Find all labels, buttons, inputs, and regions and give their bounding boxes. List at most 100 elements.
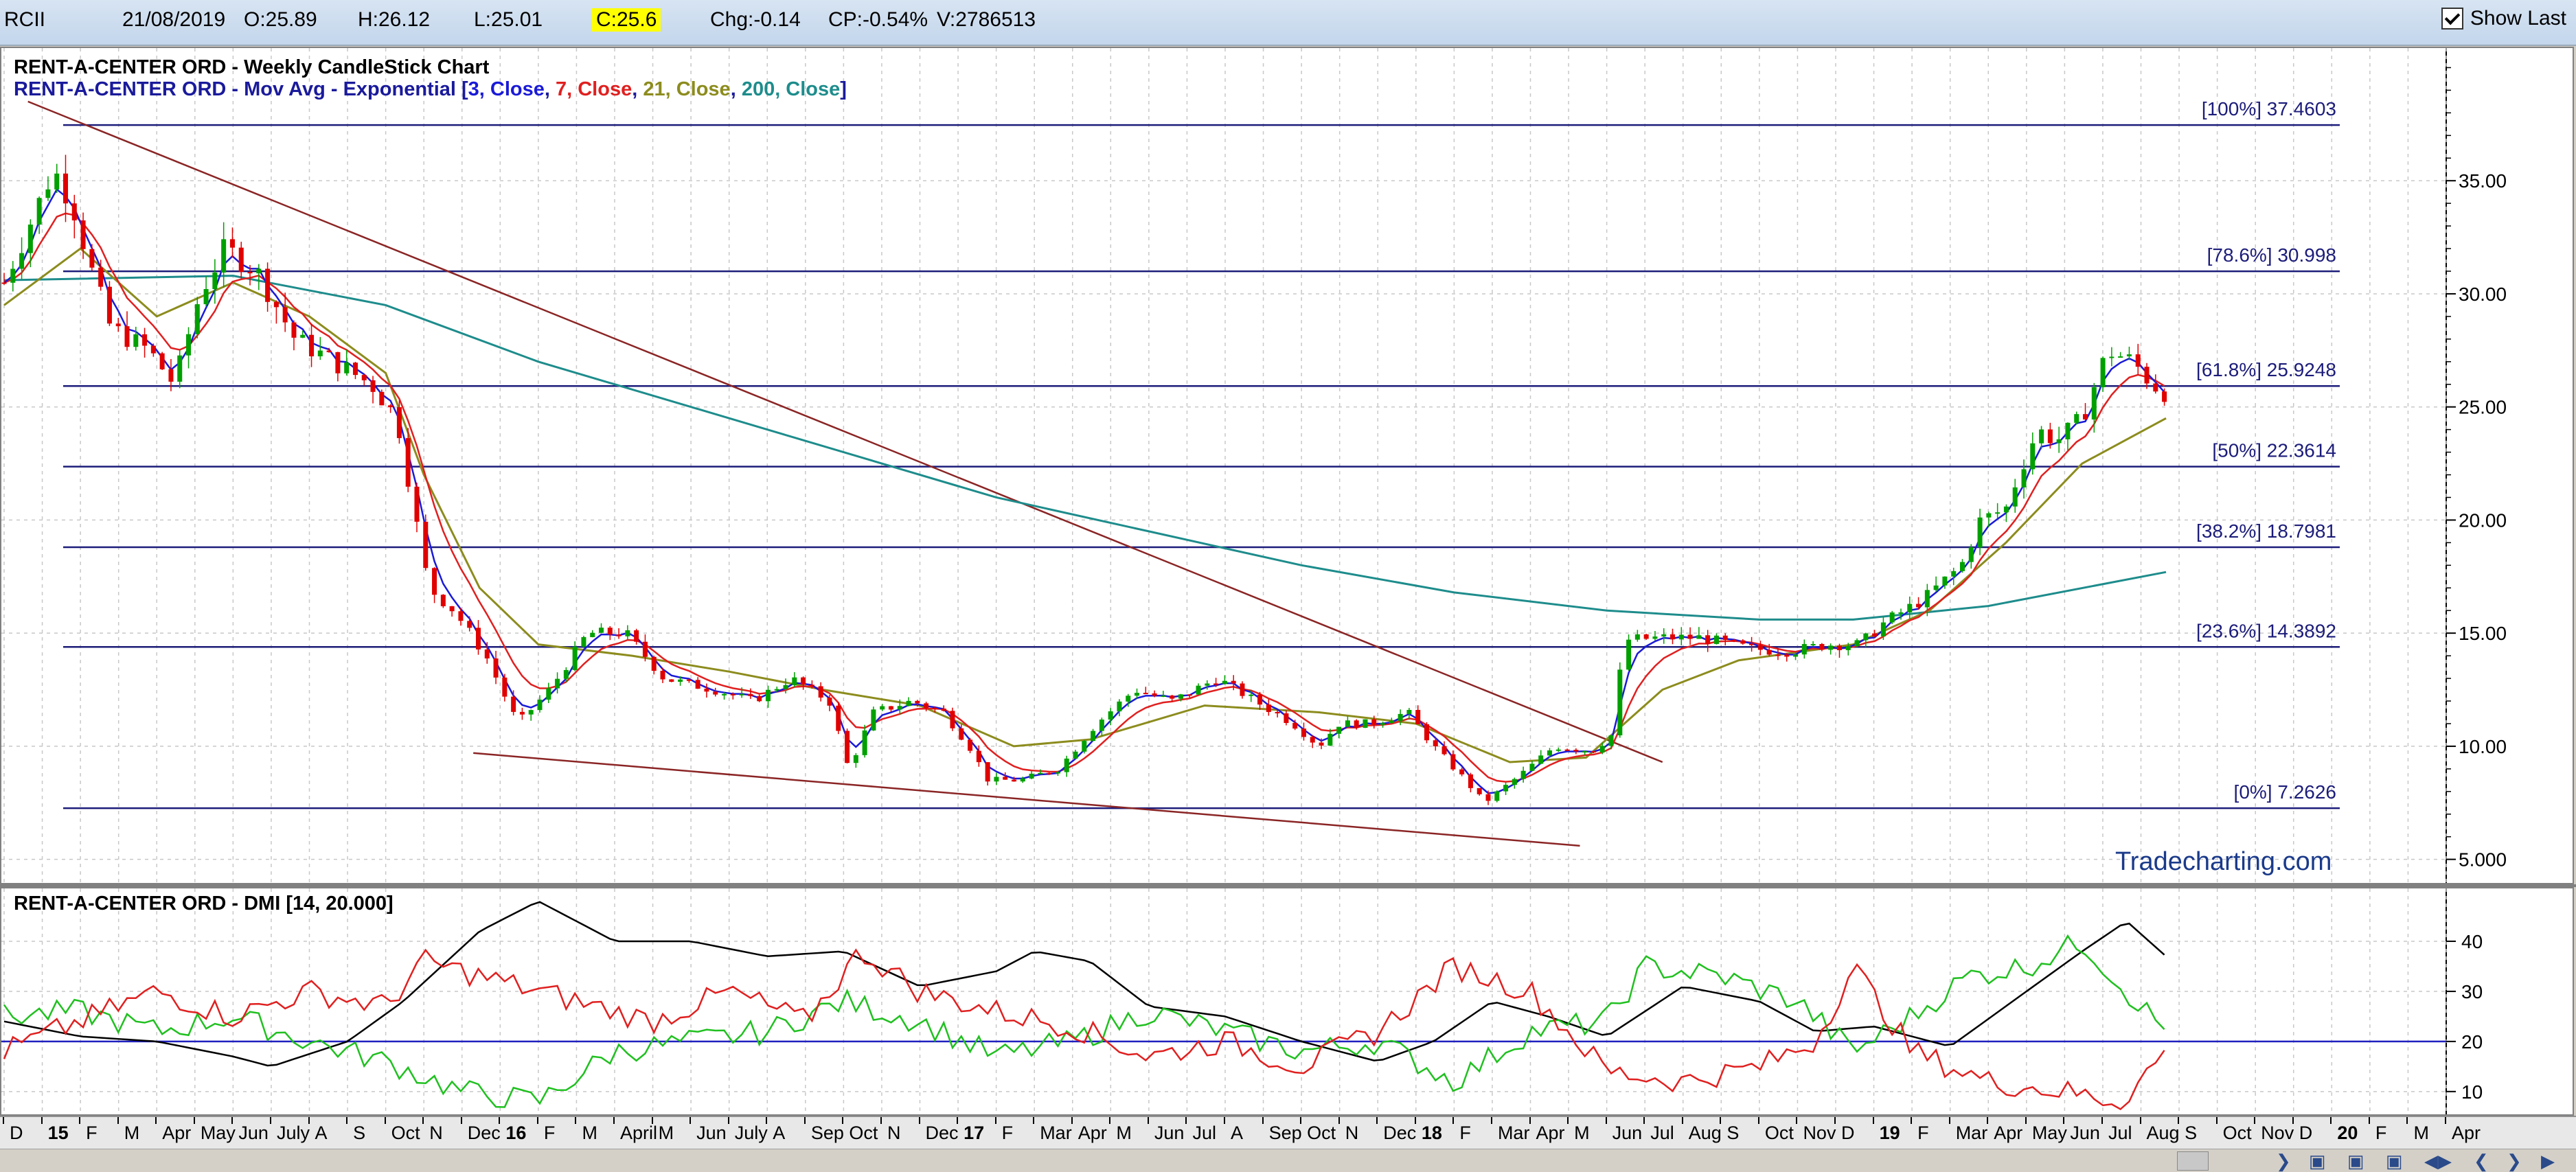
dmi-y-label-0: 10 xyxy=(2461,1081,2483,1103)
x-tick-57 xyxy=(2178,1117,2180,1124)
dmi-chart: 10 20 30 40 xyxy=(1,888,2483,1114)
candle-body-178 xyxy=(1564,749,1570,751)
candle-body-226 xyxy=(1986,513,1992,518)
candle-body-168 xyxy=(1477,788,1482,794)
x-tick-label-61: 20 xyxy=(2337,1123,2358,1143)
horizontal-scrollbar[interactable]: ❯ ▣ ▣ ▣ ◀▶ ❮ ❯ ▶ xyxy=(0,1149,2576,1172)
candle-body-135 xyxy=(1187,694,1192,696)
candle-body-145 xyxy=(1275,711,1280,713)
scroll-right-icon[interactable]: ❯ xyxy=(2276,1151,2291,1171)
candle-body-26 xyxy=(229,239,235,248)
x-tick-62 xyxy=(2368,1117,2370,1124)
candle-body-131 xyxy=(1152,693,1157,696)
x-tick-54 xyxy=(2063,1117,2065,1124)
candle-body-98 xyxy=(862,730,867,755)
candle-body-13 xyxy=(115,323,121,327)
candle-body-96 xyxy=(845,731,850,763)
candle-body-91 xyxy=(801,677,806,685)
fib-label-6: [0%] 7.2626 xyxy=(2234,781,2336,803)
candle-body-231 xyxy=(2030,443,2036,470)
page-left-icon[interactable]: ◀▶ xyxy=(2424,1151,2452,1171)
price-panel[interactable]: 5.000 10.00 15.00 20.00 25.00 30.00 35.00 [100%… xyxy=(0,47,2574,884)
candle-body-12 xyxy=(106,286,112,324)
x-tick-label-45: S xyxy=(1726,1123,1740,1143)
candle-body-72 xyxy=(634,630,639,642)
candle-body-82 xyxy=(722,693,727,696)
candle-body-186 xyxy=(1634,634,1640,640)
x-tick-24 xyxy=(918,1117,920,1124)
candle-body-130 xyxy=(1143,693,1148,695)
time-axis[interactable]: D 15 F M Apr May Jun July A S Oct N Dec 16 F M April M Jun… xyxy=(0,1116,2576,1150)
candle-body-127 xyxy=(1117,701,1122,712)
x-tick-42 xyxy=(1605,1117,1607,1124)
x-tick-61 xyxy=(2330,1117,2332,1124)
title-chart-type: - Weekly CandleStick Chart xyxy=(226,56,490,78)
x-tick-label-31: Jul xyxy=(1192,1123,1216,1143)
candle-body-136 xyxy=(1196,685,1201,695)
step-right-icon[interactable]: ❯ xyxy=(2507,1151,2522,1171)
candle-body-138 xyxy=(1213,683,1219,685)
candle-body-6 xyxy=(54,173,60,189)
candle-body-123 xyxy=(1082,741,1087,752)
candle-body-90 xyxy=(792,677,797,685)
candle-body-187 xyxy=(1643,634,1649,639)
x-tick-49 xyxy=(1872,1117,1874,1124)
candle-body-80 xyxy=(704,689,709,692)
candle-body-19 xyxy=(168,369,174,382)
x-tick-label-15: M xyxy=(582,1123,597,1143)
candle-body-108 xyxy=(950,711,955,728)
candle-body-93 xyxy=(818,686,823,698)
x-tick-label-3: M xyxy=(124,1123,140,1143)
candle-body-15 xyxy=(133,334,139,347)
candle-body-222 xyxy=(1951,571,1957,577)
zoom-in-icon[interactable]: ▣ xyxy=(2347,1151,2364,1171)
fib-label-0: [100%] 37.4603 xyxy=(2202,98,2336,119)
candle-body-49 xyxy=(432,568,437,595)
candle-body-238 xyxy=(2091,387,2097,420)
candle-body-81 xyxy=(713,691,718,695)
x-tick-41 xyxy=(1567,1117,1569,1124)
x-tick-label-9: S xyxy=(353,1123,366,1143)
candle-body-18 xyxy=(159,353,165,369)
change-pct-label: CP:-0.54% xyxy=(828,8,928,31)
fib-label-4: [38.2%] 18.7981 xyxy=(2196,520,2336,542)
dmi-y-label-1: 20 xyxy=(2461,1031,2483,1053)
candle-body-44 xyxy=(388,405,394,408)
x-tick-44 xyxy=(1681,1117,1683,1124)
candle-body-53 xyxy=(467,621,472,628)
candle-body-194 xyxy=(1705,635,1711,644)
candle-body-84 xyxy=(739,693,744,696)
candle-body-24 xyxy=(212,272,218,290)
zoom-reset-icon[interactable]: ▣ xyxy=(2386,1151,2403,1171)
candle-body-86 xyxy=(757,696,762,702)
candle-body-17 xyxy=(150,345,156,354)
show-last-toggle[interactable]: Show Last xyxy=(2441,7,2566,30)
candle-body-63 xyxy=(555,678,560,689)
x-tick-label-25: 17 xyxy=(964,1123,985,1143)
panel-splitter[interactable] xyxy=(0,884,2576,887)
candle-body-155 xyxy=(1363,719,1368,728)
show-last-checkbox[interactable] xyxy=(2441,8,2463,30)
ma3-label: 3, Close xyxy=(468,78,545,100)
dmi-panel[interactable]: 10 20 30 40 RENT-A-CENTER ORD - DMI [14, 20… xyxy=(0,887,2574,1116)
candle-body-113 xyxy=(994,777,999,782)
x-tick-label-0: D xyxy=(10,1123,23,1143)
candle-body-16 xyxy=(142,334,148,346)
candle-body-5 xyxy=(45,189,51,198)
x-tick-2 xyxy=(79,1117,81,1124)
candle-body-192 xyxy=(1687,634,1693,639)
end-icon[interactable]: ▶ xyxy=(2541,1151,2555,1171)
scroll-left-icon[interactable]: ❮ xyxy=(2474,1151,2489,1171)
x-tick-25 xyxy=(957,1117,959,1124)
fib-label-3: [50%] 22.3614 xyxy=(2212,440,2336,461)
x-tick-label-22: Oct xyxy=(849,1123,878,1143)
candle-body-133 xyxy=(1170,696,1175,699)
scroll-thumb[interactable] xyxy=(2177,1151,2209,1171)
candle-body-204 xyxy=(1793,654,1799,657)
x-tick-label-21: Sep xyxy=(810,1123,844,1143)
ma7-label: 7, Close xyxy=(556,78,632,100)
zoom-out-icon[interactable]: ▣ xyxy=(2309,1151,2326,1171)
candle-body-0 xyxy=(1,282,7,284)
x-tick-16 xyxy=(613,1117,615,1124)
symbol-label: RCII xyxy=(4,8,45,31)
